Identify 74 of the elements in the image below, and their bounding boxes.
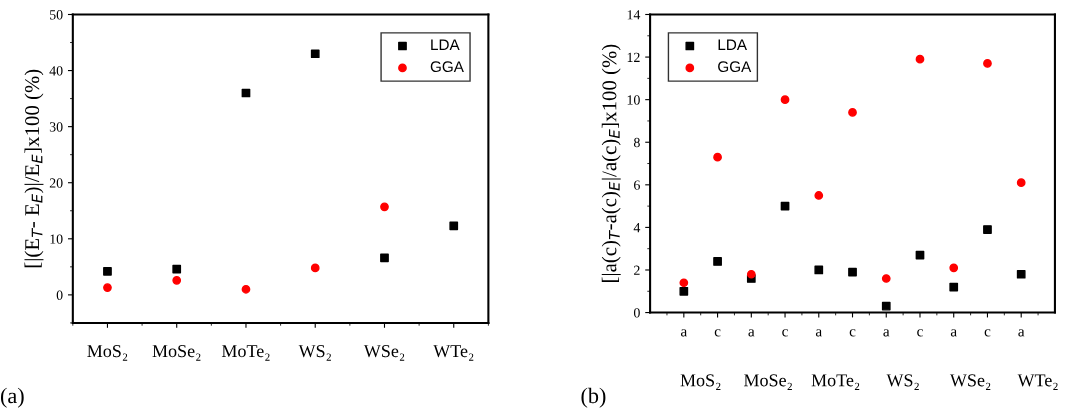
point [983,225,992,234]
y-tick-label: 0 [633,308,640,318]
y-axis-title: [|a(c)$_{T}$-a(c)$_{E}$|/a(c)$_{E}$]x100 (%) [601,44,621,282]
point [746,269,756,279]
x-tick-label: WTe₂ [433,345,474,361]
point [881,301,891,311]
point [103,283,112,292]
y-tick-label: 4 [633,223,641,233]
x-tick-label: c [782,329,788,337]
x-tick-label: c [849,329,856,337]
point [780,95,790,105]
point [915,54,925,64]
y-tick-label: 20 [49,178,63,188]
x-tick-label: a [883,329,890,337]
y-tick-label: 10 [50,234,63,244]
text: MoSe₂ [743,374,792,390]
point [848,108,857,117]
point [172,275,182,285]
text: WTe₂ [1017,374,1058,390]
text: WS₂ [886,374,919,390]
point [713,152,722,162]
x-tick-label: MoTe₂ [221,345,270,361]
point [949,282,959,292]
point [380,202,389,212]
point [380,253,389,263]
x-tick-label: c [917,329,923,337]
text: MoTe₂ [811,374,860,390]
x-tick-label: WS₂ [298,345,331,361]
x-tick-label: MoS₂ [87,345,128,361]
point [983,59,992,68]
y-axis-title: [|(E$_{T}$- E$_{E}$)|/E$_{E}$]x100 (%) [24,69,44,268]
x-tick-label: a [815,329,822,337]
point [241,284,251,294]
y-tick-label: 6 [634,180,640,190]
y-tick-label: 50 [50,10,63,20]
y-tick-label: 12 [627,52,640,62]
point [449,221,459,231]
legend-label: GGA [718,61,752,73]
legend-label: GGA [430,61,464,73]
point [310,263,320,273]
y-tick-label: 2 [634,265,640,275]
y-tick-label: 10 [627,95,640,105]
y-tick-label: 30 [49,122,63,132]
x-tick-label: a [680,329,688,337]
x-tick-label: a [748,329,755,337]
y-tick-label: 14 [627,10,641,20]
x-tick-label: MoSe₂ [152,345,201,361]
text: MoS₂ [680,374,721,390]
x-tick-label: c [714,329,721,337]
point [310,49,320,59]
point [172,264,182,274]
text: WSe₂ [949,374,991,390]
point [949,263,959,273]
x-tick-label: a [950,329,957,337]
point [1016,178,1026,188]
text: (a) [0,387,24,408]
point [679,286,689,296]
x-tick-label: WSe₂ [363,345,405,361]
point [848,267,857,277]
legend-label: LDA [431,39,460,51]
y-tick-label: 40 [49,66,63,76]
y-tick-label: 8 [633,137,640,148]
point [713,257,722,266]
y-tick-label: 0 [56,290,63,300]
point [1016,269,1026,279]
legend-label: LDA [718,39,748,51]
x-tick-label: c [984,329,991,337]
point [103,266,112,276]
text: (b) [581,387,606,408]
x-tick-label: a [1018,329,1025,337]
point [679,278,689,288]
point [814,191,824,200]
point [814,265,824,275]
point [881,274,891,283]
